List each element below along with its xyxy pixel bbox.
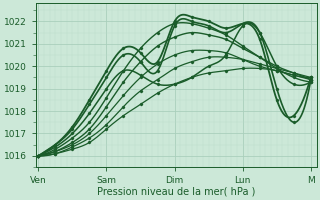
X-axis label: Pression niveau de la mer( hPa ): Pression niveau de la mer( hPa ) [97,187,255,197]
